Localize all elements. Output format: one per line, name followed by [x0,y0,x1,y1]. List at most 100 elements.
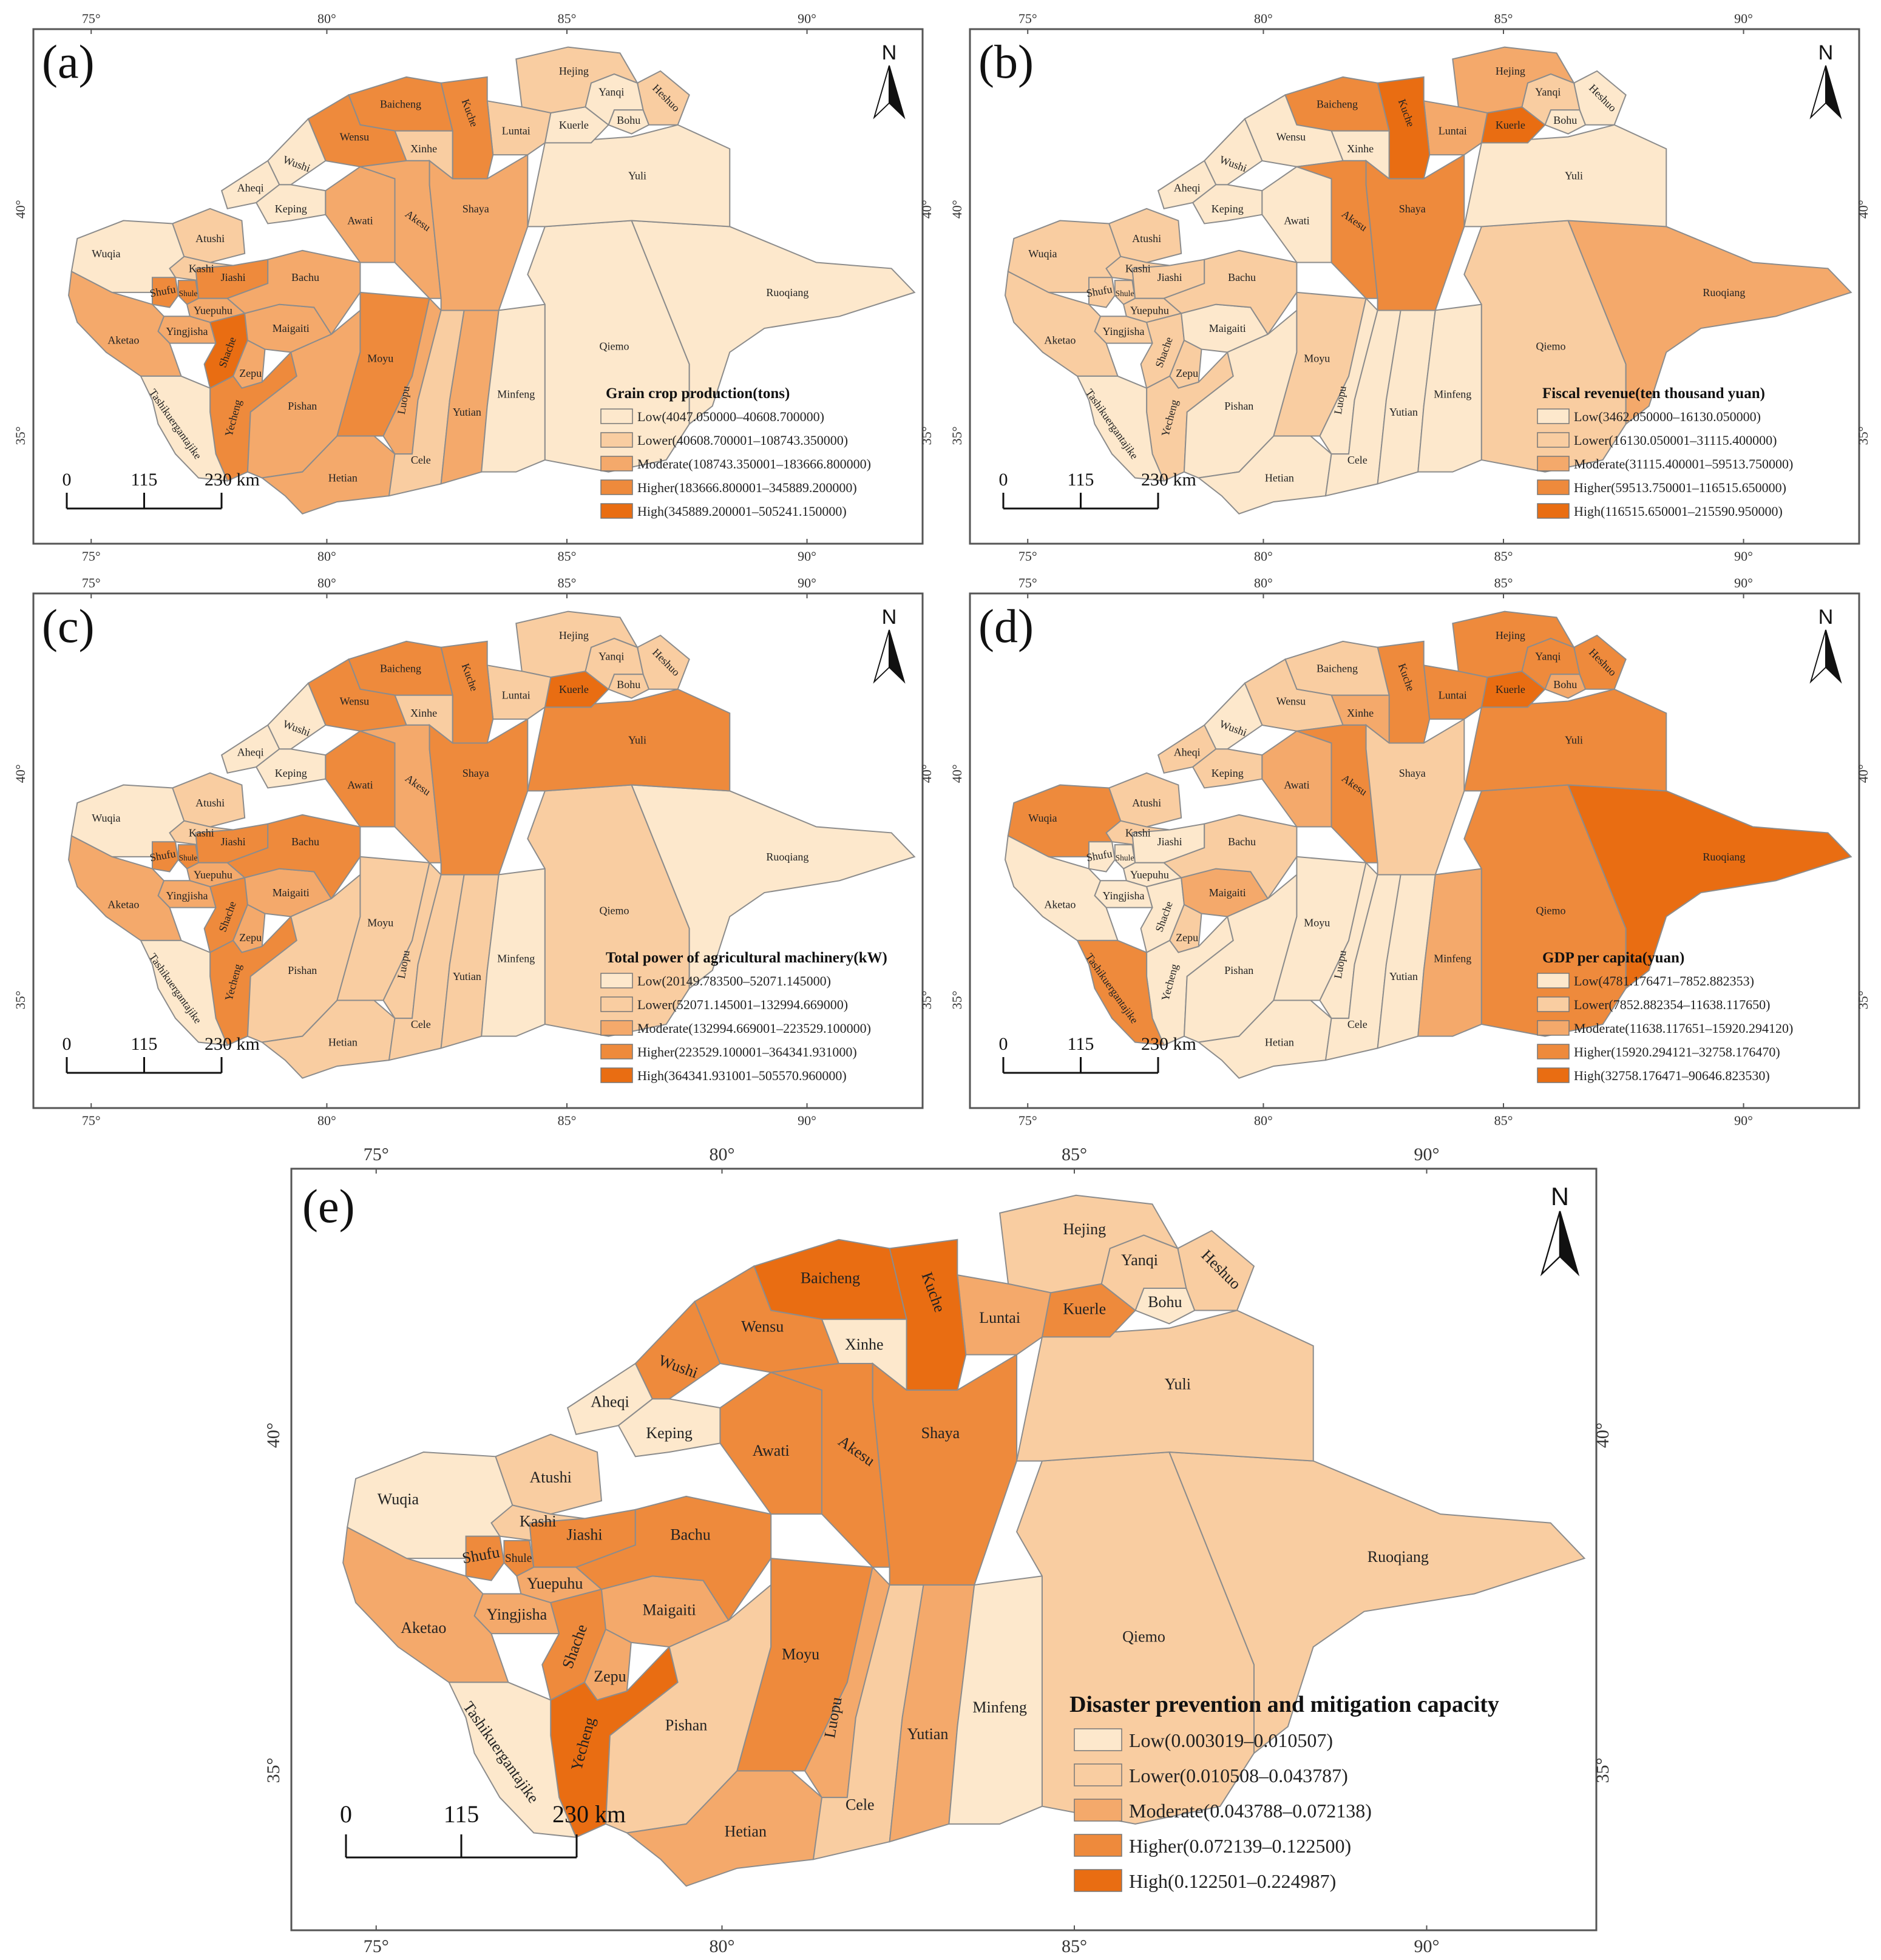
lat-tick-label-right: 40° [1856,200,1871,218]
legend: Grain crop production(tons) Low(4047.0500… [600,385,871,519]
county-label: Xinhe [1347,143,1374,155]
lon-tick-label-top: 85° [1062,1144,1087,1164]
county-label: Hetian [725,1822,767,1840]
county-label: Yuepuhu [1130,304,1169,316]
county-tashikuerganta [1077,941,1164,1046]
lat-tick-label-left: 40° [949,764,964,783]
lon-tick-label-top: 85° [558,11,577,26]
panel-frame [290,1168,1598,1931]
county-label: Bachu [291,271,319,283]
legend-title: GDP per capita(yuan) [1542,950,1684,966]
legend: Total power of agricultural machinery(kW… [600,950,887,1083]
north-arrow-icon [873,629,906,684]
county-label: Minfeng [497,388,535,400]
lon-tick-label-bottom: 85° [558,1113,577,1128]
county-hejing [1452,47,1574,113]
lon-tick-label-top: 90° [1734,575,1753,590]
county-label: Atushi [1132,797,1161,809]
legend-swatch [600,432,633,448]
county-label: Yuepuhu [1130,868,1169,880]
lon-tick-label-top: 75° [1018,575,1037,590]
scale-bar: 0 115 230 km [999,1034,1196,1074]
county-label: Pishan [1224,964,1253,976]
county-label: Kuerle [1496,683,1525,695]
county-label: Jiashi [221,836,246,848]
lon-tick-label-top: 75° [364,1144,389,1164]
lon-tick-label-bottom: 75° [1018,549,1037,564]
county-label: Yuli [1165,1376,1191,1393]
county-label: Hejing [559,629,589,641]
scale-bar-label: 230 km [205,470,260,490]
county-label: Yanqi [598,86,624,98]
county-label: Keping [646,1424,693,1442]
county-label: Qiemo [1536,340,1566,353]
county-map [69,612,915,1078]
county-label: Zepu [594,1668,626,1685]
county-aketao [69,836,181,941]
panel-letter: (d) [978,600,1034,652]
county-label: Zepu [239,367,262,379]
county-label: Qiemo [600,340,629,353]
county-label: Yanqi [1535,86,1561,98]
scale-bar-label: 230 km [205,1034,260,1054]
county-label: Awati [347,779,373,791]
legend-swatch [1074,1869,1122,1892]
county-label: Jiashi [1157,836,1182,848]
county-label: Atushi [195,232,225,245]
legend-swatch [600,996,633,1012]
county-label: Luntai [502,125,530,137]
county-label: Shule [179,853,198,862]
county-hejing [1452,612,1574,677]
county-label: Maigaiti [643,1601,696,1619]
county-label: Wensu [1276,695,1306,707]
county-label: Ruoqiang [1703,851,1745,863]
county-label: Luntai [1439,125,1467,137]
map-panel: 75° 75° 80° 80° 85° 85° 90° 90° 40° 40° 35° 35° (e) W… [263,1144,1613,1956]
county-label: Bohu [1553,114,1577,126]
county-label: Maigaiti [1209,322,1246,334]
north-arrow-icon [1809,629,1842,684]
county-map [1005,612,1851,1078]
county-label: Yuli [628,170,646,182]
county-label: Keping [275,767,307,779]
county-label: Awati [347,215,373,227]
county-label: Kuerle [1063,1300,1106,1317]
lon-tick-label-bottom: 90° [1414,1936,1440,1956]
county-label: Kashi [1125,262,1151,274]
county-ruoqiang [632,785,915,988]
county-label: Shaya [463,767,489,779]
county-label: Luntai [502,689,530,701]
legend-swatch [1537,456,1570,471]
legend-item: Lower(0.010508–0.043787) [1129,1765,1348,1786]
legend: Fiscal revenue(ten thousand yuan) Low(346… [1537,385,1793,519]
county-label: Yingjisha [1103,325,1145,337]
county-label: Luntai [979,1309,1020,1326]
legend: GDP per capita(yuan) Low(4781.176471–7852… [1537,950,1793,1083]
county-label: Shule [1116,289,1134,298]
legend-swatch [1537,479,1570,495]
county-hejing [516,612,637,677]
legend-swatch [600,408,633,424]
county-label: Yutian [1389,406,1418,418]
legend-item: Higher(59513.750001–116515.650000) [1574,480,1786,495]
map-panel: 75° 75° 80° 80° 85° 85° 90° 90° 40° 40° 35° 35° (d) W… [949,575,1871,1128]
lat-tick-label-left: 40° [13,764,28,783]
county-label: Hetian [328,472,358,484]
map-panel: 75° 75° 80° 80° 85° 85° 90° 90° 40° 40° 35° 35° (c) W… [13,575,934,1128]
county-label: Aketao [401,1619,446,1637]
county-ruoqiang [1568,785,1851,988]
county-label: Yuli [1565,170,1583,182]
lon-tick-label-top: 80° [1254,11,1273,26]
county-label: Yingjisha [1103,890,1145,902]
legend-item: Higher(223529.100001–364341.931000) [637,1044,857,1059]
county-aketao [1005,836,1118,941]
lon-tick-label-top: 90° [1734,11,1753,26]
county-label: Yutian [453,406,481,418]
legend-item: High(116515.650001–215590.950000) [1574,504,1783,519]
county-label: Xinhe [845,1336,884,1353]
county-label: Kuerle [559,683,589,695]
legend-item: Higher(15920.294121–32758.176470) [1574,1044,1780,1059]
county-label: Atushi [530,1468,572,1486]
legend-swatch [1537,503,1570,519]
lon-tick-label-bottom: 90° [1734,549,1753,564]
